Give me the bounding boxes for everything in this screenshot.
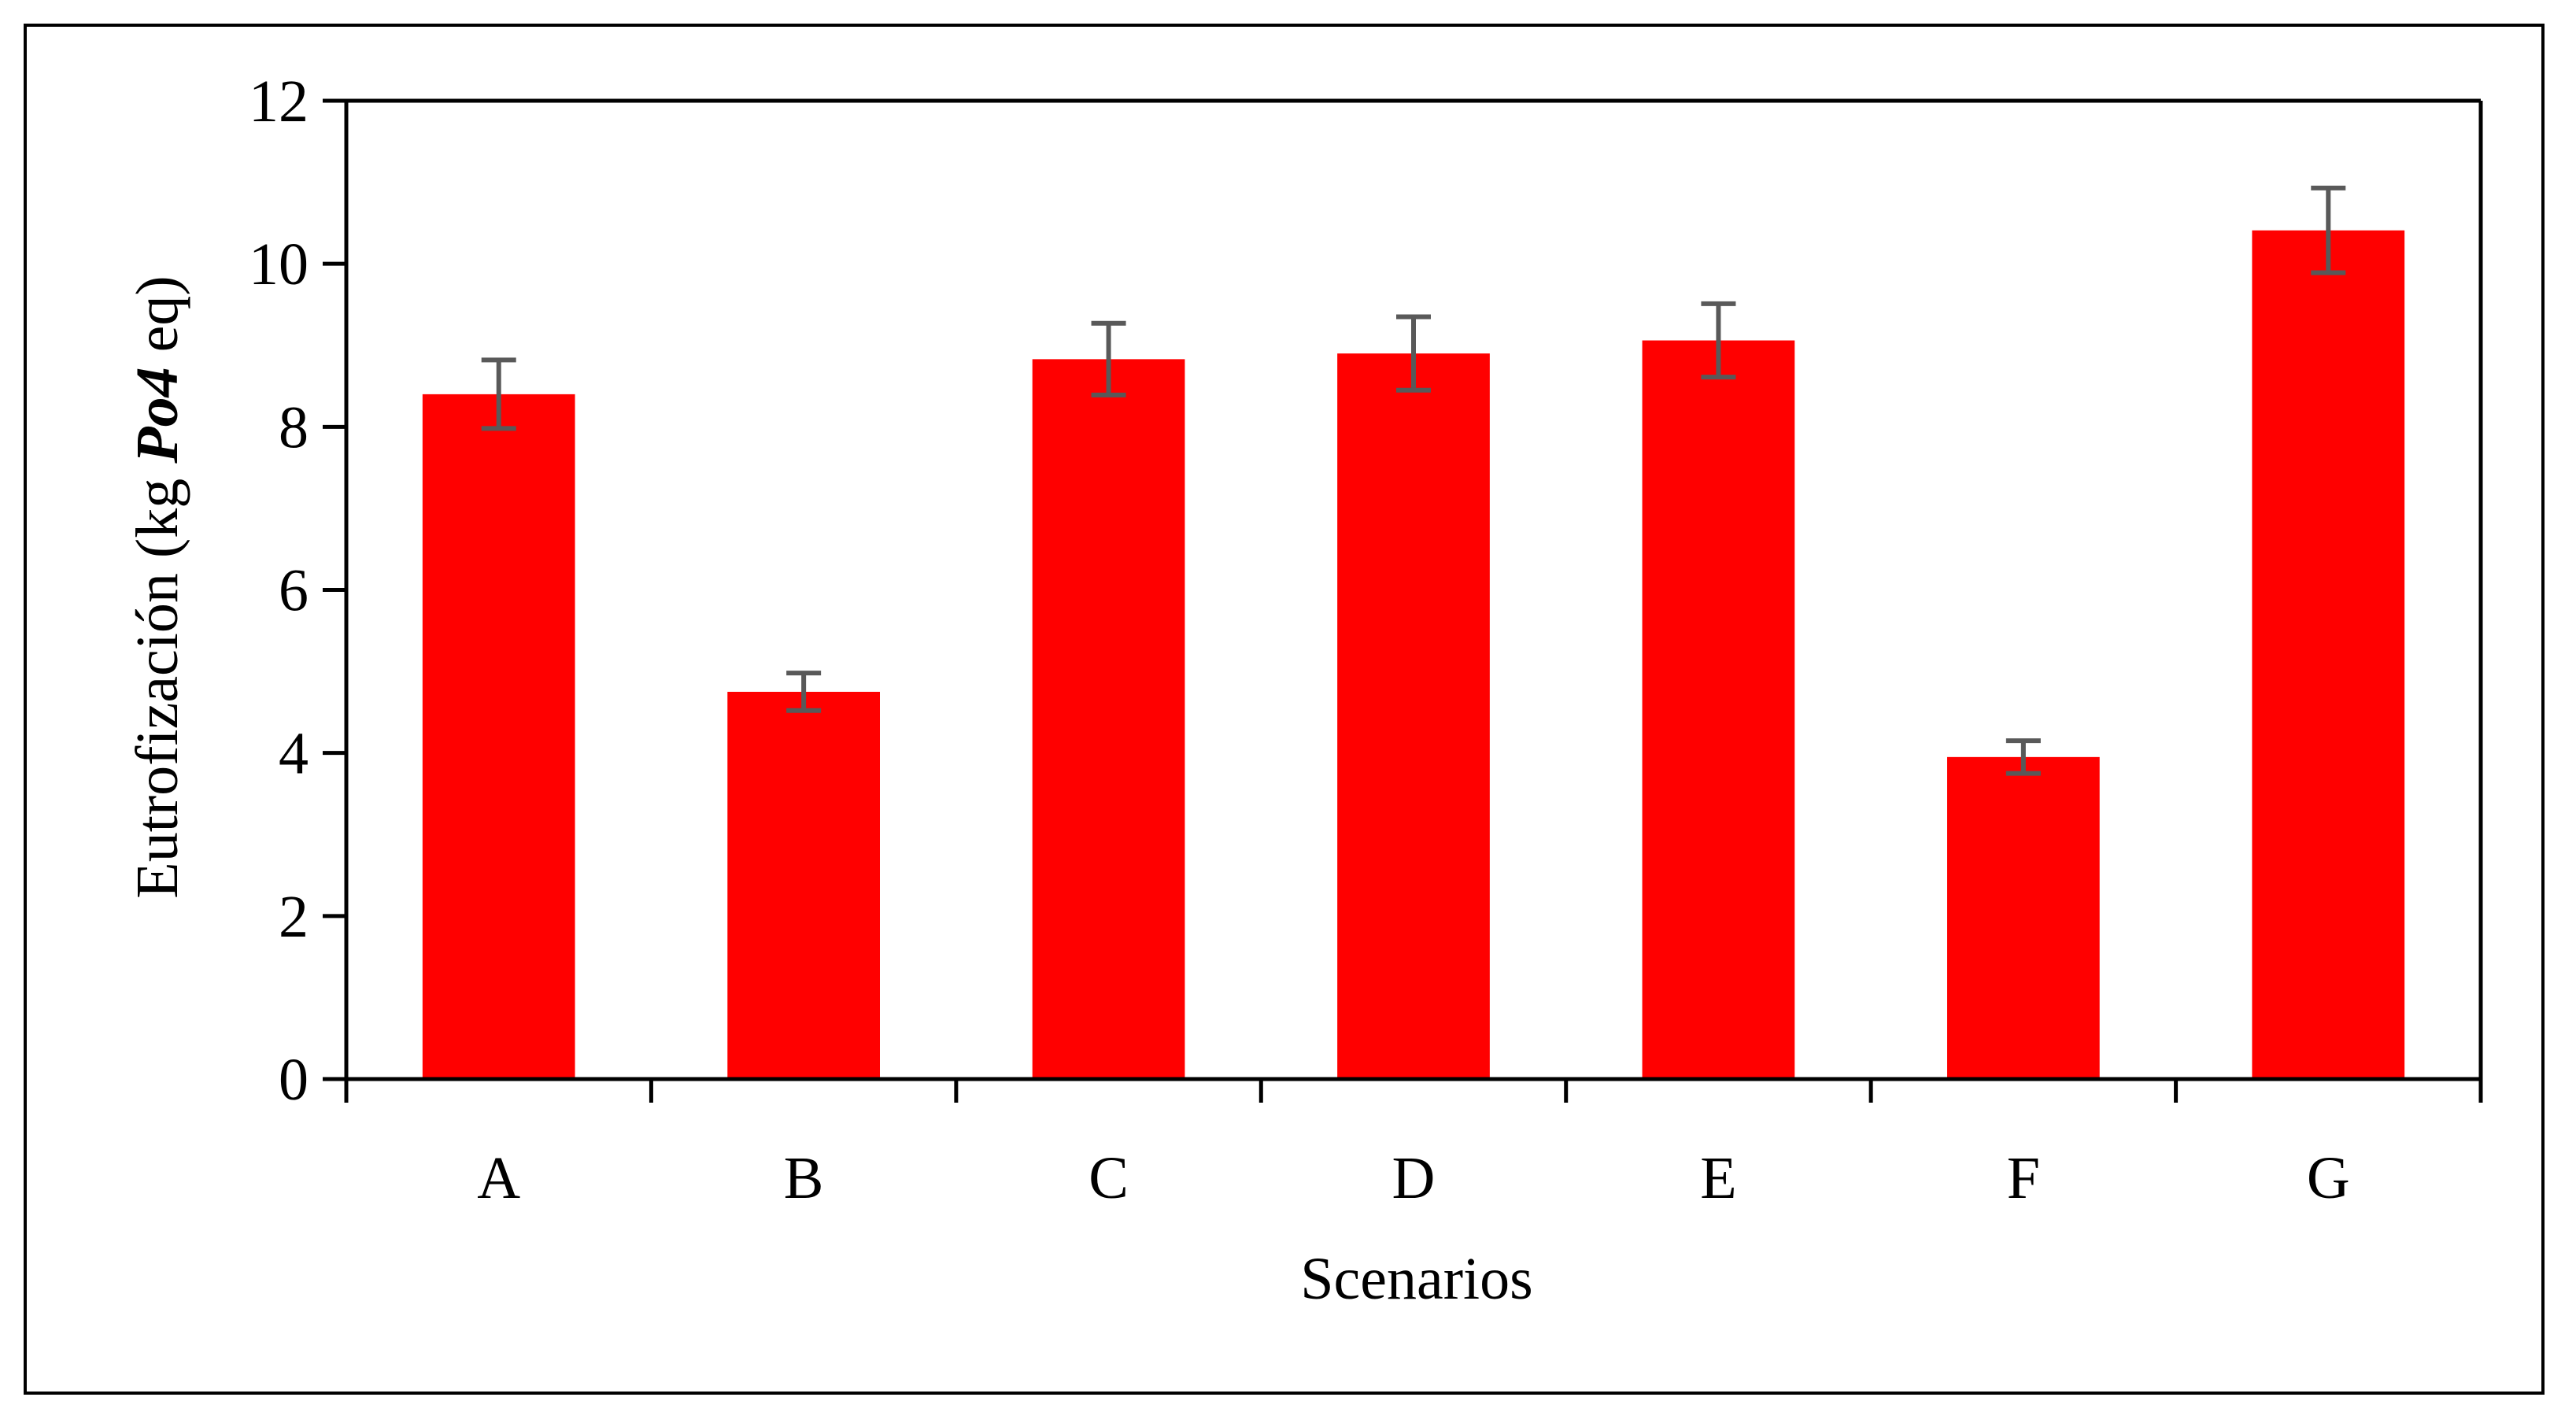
error-bars-layer <box>481 185 2346 776</box>
y-tick-label-10: 10 <box>249 231 309 298</box>
y-axis-title: Eutrofización (kg Po4 eq) <box>124 275 190 898</box>
bar-g <box>2252 230 2405 1079</box>
y-tick-label-0: 0 <box>279 1047 309 1113</box>
bar-c <box>1032 359 1185 1080</box>
y-tick-label-12: 12 <box>249 68 309 135</box>
x-tick-label-e: E <box>1700 1145 1736 1211</box>
x-axis-title: Scenarios <box>1300 1246 1532 1312</box>
bar-b <box>727 691 880 1079</box>
y-tick-label-2: 2 <box>279 884 309 950</box>
x-tick-label-a: A <box>477 1145 520 1211</box>
y-axis-title-suffix: eq) <box>124 275 190 367</box>
y-tick-label-6: 6 <box>279 558 309 624</box>
bars-layer <box>422 230 2405 1080</box>
y-tick-label-4: 4 <box>279 721 309 787</box>
x-tick-label-b: B <box>784 1145 824 1211</box>
x-tick-label-d: D <box>1392 1145 1436 1211</box>
y-axis-title-prefix: Eutrofización (kg <box>124 464 190 899</box>
axes-layer <box>323 98 2483 1103</box>
x-tick-label-f: F <box>2007 1145 2040 1211</box>
bar-f <box>1947 756 2100 1079</box>
bar-d <box>1337 353 1490 1079</box>
y-tick-label-8: 8 <box>279 394 309 460</box>
x-tick-label-c: C <box>1088 1145 1129 1211</box>
labels-layer: A B C D E F G 0 2 4 6 8 10 12 <box>249 68 2350 1211</box>
bar-a <box>422 394 575 1079</box>
bar-e <box>1642 340 1795 1079</box>
y-axis-title-emphasis: Po4 <box>124 367 190 464</box>
x-tick-label-g: G <box>2307 1145 2350 1211</box>
